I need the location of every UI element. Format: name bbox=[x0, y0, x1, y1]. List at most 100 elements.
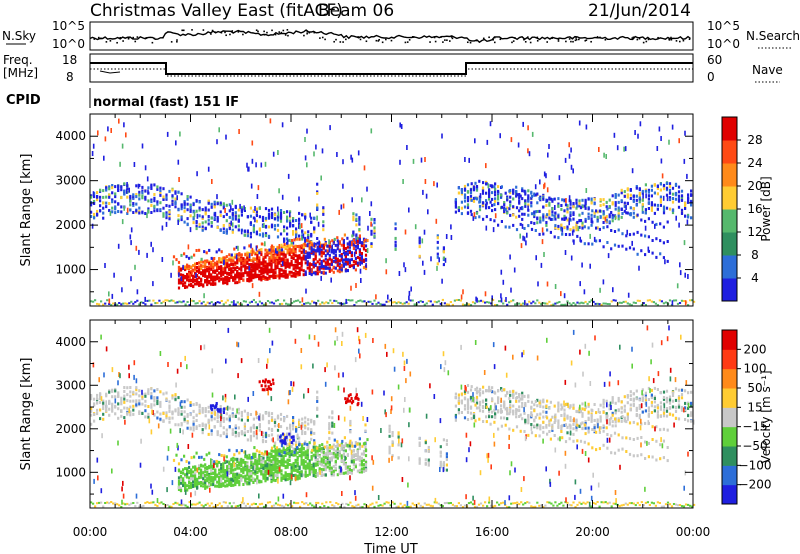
range-gate-cell bbox=[575, 425, 578, 429]
range-gate-cell bbox=[316, 190, 319, 194]
range-gate-cell bbox=[219, 424, 222, 428]
range-gate-cell bbox=[554, 224, 557, 228]
nsky-sample-mark bbox=[214, 31, 216, 33]
range-gate-cell bbox=[330, 258, 333, 262]
range-gate-cell bbox=[270, 274, 273, 278]
range-gate-cell bbox=[352, 243, 355, 247]
nsky-sample-mark bbox=[631, 37, 634, 39]
range-gate-cell bbox=[264, 255, 267, 259]
range-gate-cell bbox=[318, 240, 320, 246]
range-gate-cell bbox=[503, 403, 506, 407]
nsky-sample-mark bbox=[675, 40, 678, 42]
range-gate-cell bbox=[290, 274, 293, 278]
range-gate-cell bbox=[102, 399, 105, 403]
range-gate-cell bbox=[280, 257, 283, 261]
range-gate-cell bbox=[179, 281, 183, 285]
range-gate-cell bbox=[240, 432, 243, 436]
range-gate-cell bbox=[298, 222, 301, 226]
range-gate-cell bbox=[138, 303, 141, 306]
range-gate-cell bbox=[350, 285, 352, 291]
range-gate-cell bbox=[668, 401, 672, 405]
range-gate-cell bbox=[231, 211, 234, 215]
nsky-sample-mark bbox=[638, 37, 641, 40]
range-gate-cell bbox=[267, 234, 271, 238]
range-gate-cell bbox=[286, 244, 289, 248]
range-gate-cell bbox=[500, 407, 503, 411]
range-gate-cell bbox=[249, 438, 252, 442]
range-gate-cell bbox=[640, 422, 643, 426]
range-gate-cell bbox=[276, 274, 279, 278]
range-gate-cell bbox=[295, 425, 298, 429]
range-gate-cell bbox=[284, 275, 287, 279]
range-gate-cell bbox=[671, 394, 675, 397]
range-gate-cell bbox=[584, 198, 587, 202]
range-gate-cell bbox=[246, 273, 249, 277]
range-gate-cell bbox=[563, 226, 566, 230]
range-gate-cell bbox=[491, 197, 494, 201]
range-gate-cell bbox=[498, 300, 501, 303]
range-gate-cell bbox=[628, 233, 632, 237]
range-gate-cell bbox=[278, 254, 281, 258]
range-gate-cell bbox=[186, 469, 189, 473]
range-gate-cell bbox=[200, 475, 203, 479]
range-gate-cell bbox=[177, 413, 180, 416]
range-gate-cell bbox=[135, 193, 138, 197]
range-gate-cell bbox=[186, 195, 189, 198]
range-gate-cell bbox=[564, 402, 568, 406]
range-gate-cell bbox=[232, 259, 235, 263]
range-gate-cell bbox=[206, 280, 209, 283]
range-gate-cell bbox=[666, 428, 669, 432]
plot-area bbox=[90, 114, 693, 306]
range-gate-cell bbox=[307, 233, 310, 237]
range-gate-cell bbox=[481, 189, 485, 192]
range-gate-cell bbox=[324, 271, 327, 275]
range-gate-cell bbox=[318, 265, 321, 269]
range-gate-cell bbox=[111, 200, 114, 204]
range-gate-cell bbox=[120, 414, 123, 418]
range-gate-cell bbox=[180, 400, 183, 404]
range-gate-cell bbox=[623, 146, 625, 152]
range-gate-cell bbox=[240, 272, 243, 276]
range-gate-cell bbox=[484, 301, 487, 304]
range-gate-cell bbox=[510, 137, 513, 143]
range-gate-cell bbox=[460, 190, 463, 194]
range-gate-cell bbox=[311, 300, 314, 303]
range-gate-cell bbox=[114, 205, 117, 209]
range-gate-cell bbox=[314, 249, 317, 253]
range-gate-cell bbox=[331, 421, 334, 425]
range-gate-cell bbox=[690, 401, 693, 405]
range-gate-cell bbox=[243, 427, 246, 431]
range-gate-cell bbox=[358, 228, 361, 231]
range-gate-cell bbox=[587, 418, 590, 421]
range-gate-cell bbox=[192, 284, 195, 288]
range-gate-cell bbox=[244, 271, 247, 275]
range-gate-cell bbox=[599, 419, 602, 423]
range-gate-cell bbox=[352, 218, 355, 222]
range-gate-cell bbox=[264, 241, 266, 247]
range-gate-cell bbox=[132, 412, 135, 416]
range-gate-cell bbox=[311, 243, 314, 247]
range-gate-cell bbox=[262, 277, 265, 280]
range-gate-cell bbox=[210, 202, 213, 206]
range-gate-cell bbox=[111, 206, 114, 210]
range-gate-cell bbox=[189, 195, 192, 199]
range-gate-cell bbox=[628, 421, 632, 425]
range-gate-cell bbox=[105, 392, 108, 396]
range-gate-cell bbox=[274, 276, 277, 279]
range-gate-cell bbox=[521, 417, 524, 421]
range-gate-cell bbox=[358, 220, 361, 224]
range-gate-cell bbox=[430, 256, 432, 262]
range-gate-cell bbox=[188, 465, 191, 469]
range-gate-cell bbox=[220, 277, 223, 281]
range-gate-cell bbox=[414, 224, 417, 230]
range-gate-cell bbox=[653, 191, 656, 195]
range-gate-cell bbox=[288, 253, 291, 256]
range-gate-cell bbox=[294, 250, 297, 254]
range-gate-cell bbox=[204, 227, 207, 231]
range-gate-cell bbox=[424, 157, 426, 162]
range-gate-cell bbox=[258, 428, 261, 432]
range-gate-cell bbox=[474, 196, 477, 200]
range-gate-cell bbox=[348, 240, 351, 246]
range-gate-cell bbox=[659, 407, 662, 411]
range-gate-cell bbox=[255, 210, 258, 214]
